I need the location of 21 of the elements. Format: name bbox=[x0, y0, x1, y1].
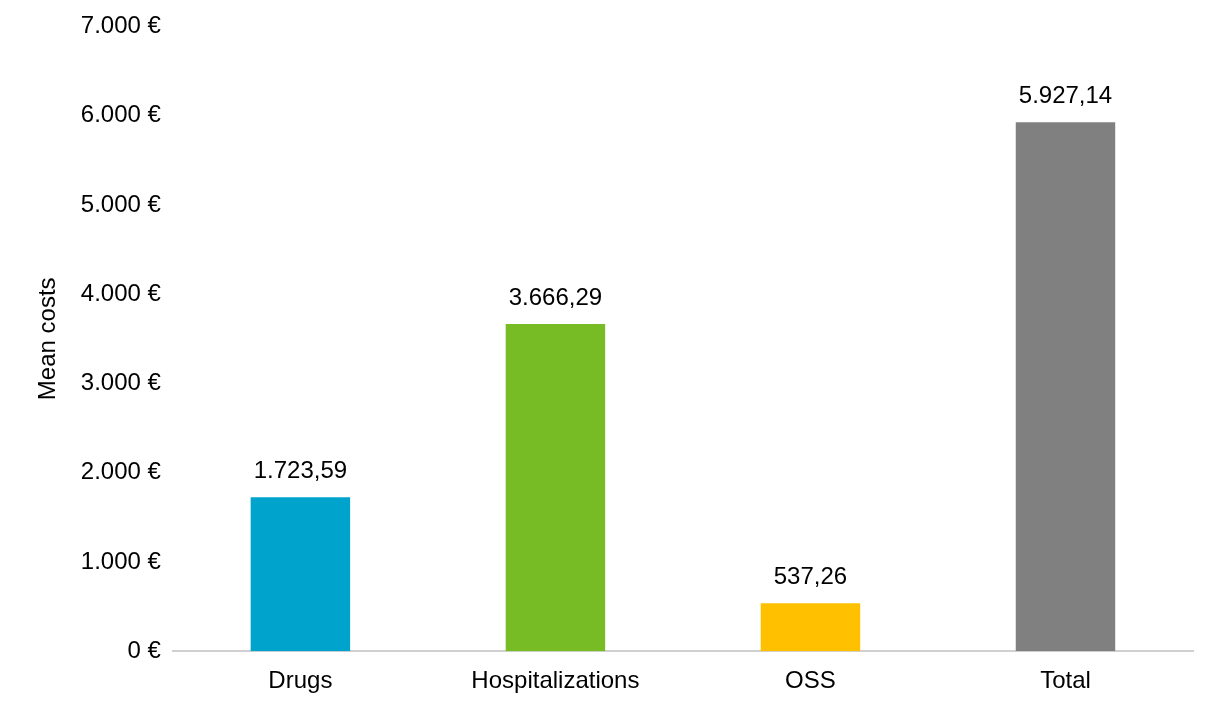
y-tick-label: 7.000 € bbox=[80, 11, 162, 39]
y-tick-label: 2.000 € bbox=[80, 457, 162, 485]
y-tick-label: 3.000 € bbox=[80, 368, 162, 396]
x-tick-label: Hospitalizations bbox=[471, 666, 640, 694]
y-tick-label: 5.000 € bbox=[80, 189, 162, 217]
y-axis-title: Mean costs bbox=[33, 277, 61, 401]
bar bbox=[1015, 122, 1116, 652]
bar bbox=[505, 323, 606, 652]
data-label: 3.666,29 bbox=[508, 282, 603, 310]
bar bbox=[760, 603, 861, 652]
data-label: 5.927,14 bbox=[1018, 80, 1113, 108]
bar bbox=[250, 497, 351, 652]
y-tick-label: 1.000 € bbox=[80, 546, 162, 574]
x-tick-label: Drugs bbox=[268, 666, 333, 694]
data-label: 537,26 bbox=[773, 561, 848, 589]
y-tick-label: 4.000 € bbox=[80, 278, 162, 306]
data-label: 1.723,59 bbox=[253, 455, 348, 483]
x-tick-label: Total bbox=[1040, 666, 1091, 694]
x-tick-label: OSS bbox=[785, 666, 836, 694]
y-tick-label: 0 € bbox=[127, 635, 162, 663]
y-tick-label: 6.000 € bbox=[80, 100, 162, 128]
